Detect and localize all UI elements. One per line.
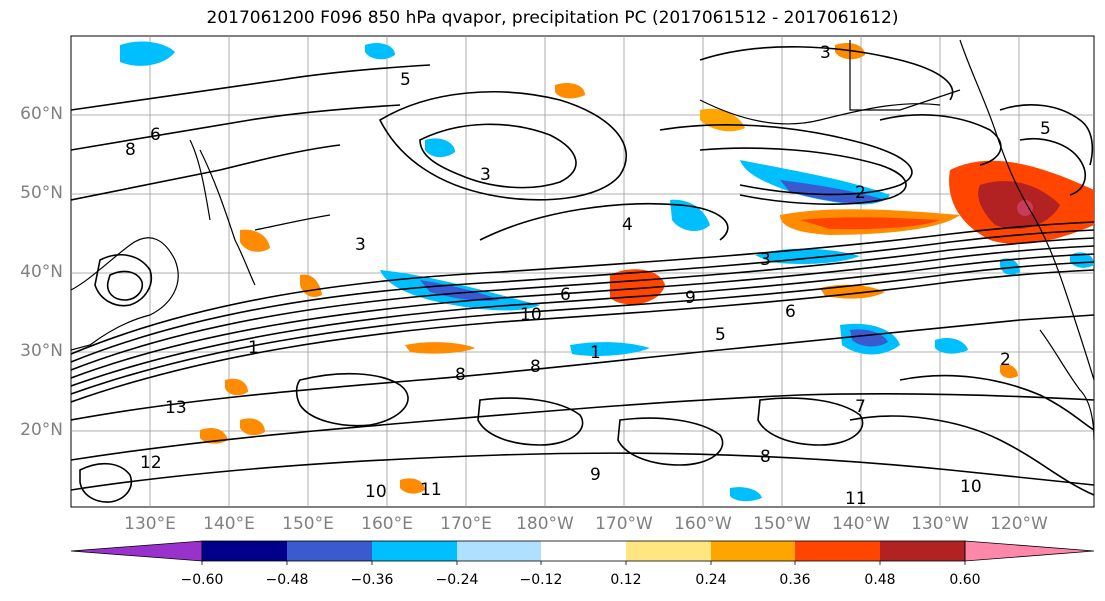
contour-label: 8 <box>530 357 541 377</box>
lat-label: 30°N <box>20 341 63 361</box>
colorbar-tick-label: 0.36 <box>779 572 811 588</box>
contour-label: 5 <box>400 70 411 90</box>
colorbar <box>70 540 1095 565</box>
colorbar-extend-low <box>70 540 203 562</box>
lon-label: 180°W <box>516 514 574 534</box>
colorbar-bin <box>457 541 541 561</box>
lon-label: 170°E <box>440 514 492 534</box>
lon-label: 130°E <box>124 514 176 534</box>
colorbar-bin <box>880 541 965 561</box>
colorbar-bin <box>372 541 457 561</box>
colorbar-tick-label: 0.48 <box>864 572 896 588</box>
colorbar-bin <box>202 541 287 561</box>
contour-label: 2 <box>855 183 866 203</box>
contour-label: 3 <box>355 235 366 255</box>
contour-label: 11 <box>420 480 442 500</box>
contour-label: 9 <box>590 465 601 485</box>
lat-label: 40°N <box>20 262 63 282</box>
lon-label: 140°E <box>203 514 255 534</box>
colorbar-tick-label: −0.24 <box>435 572 479 588</box>
colorbar-tick-label: −0.60 <box>180 572 224 588</box>
colorbar-extend-high <box>964 540 1095 562</box>
lon-label: 150°E <box>282 514 334 534</box>
contour-label: 7 <box>855 397 866 417</box>
contour-label: 6 <box>785 302 796 322</box>
lat-label: 20°N <box>20 420 63 440</box>
contour-label: 4 <box>622 215 633 235</box>
contour-label: 12 <box>140 453 162 473</box>
contour-label: 8 <box>125 140 136 160</box>
colorbar-bin <box>287 541 372 561</box>
contour-label: 6 <box>150 125 161 145</box>
lon-label: 130°W <box>911 514 969 534</box>
contour-label: 1 <box>590 343 601 363</box>
contour-label: 3 <box>480 165 491 185</box>
colorbar-tick-label: 0.24 <box>695 572 727 588</box>
lon-label: 140°W <box>832 514 890 534</box>
colorbar-bin <box>626 541 711 561</box>
lon-label: 170°W <box>595 514 653 534</box>
colorbar-tick-label: −0.36 <box>350 572 394 588</box>
colorbar-bin <box>711 541 795 561</box>
lon-label: 160°E <box>361 514 413 534</box>
colorbar-bin <box>541 541 626 561</box>
lon-label: 120°W <box>990 514 1048 534</box>
contour-label: 11 <box>845 489 867 509</box>
contour-label: 10 <box>365 482 387 502</box>
lat-label: 60°N <box>20 104 63 124</box>
colorbar-bin <box>795 541 880 561</box>
lon-label: 150°W <box>753 514 811 534</box>
lat-label: 50°N <box>20 183 63 203</box>
contour-label: 5 <box>1040 119 1051 139</box>
contour-label-group: 13 10 8 6 5 4 3 2 1 9 11 12 7 10 10 11 8… <box>125 43 1051 509</box>
contour-label: 2 <box>1000 350 1011 370</box>
qvapor-contours <box>71 46 1094 503</box>
contour-label: 10 <box>960 477 982 497</box>
colorbar-tick-label: 0.12 <box>610 572 642 588</box>
contour-label: 1 <box>248 338 259 358</box>
map-title: 2017061200 F096 850 hPa qvapor, precipit… <box>206 8 899 28</box>
contour-label: 3 <box>760 250 771 270</box>
lon-label: 160°W <box>674 514 732 534</box>
contour-label: 10 <box>520 305 542 325</box>
contour-label: 8 <box>455 365 466 385</box>
colorbar-tick-label: −0.12 <box>519 572 563 588</box>
contour-label: 3 <box>820 43 831 63</box>
colorbar-tick-label: −0.48 <box>265 572 309 588</box>
contour-label: 6 <box>560 285 571 305</box>
contour-label: 5 <box>715 325 726 345</box>
contour-label: 9 <box>685 288 696 308</box>
contour-label: 13 <box>165 398 187 418</box>
contour-label: 8 <box>760 447 771 467</box>
colorbar-tick-label: 0.60 <box>949 572 981 588</box>
